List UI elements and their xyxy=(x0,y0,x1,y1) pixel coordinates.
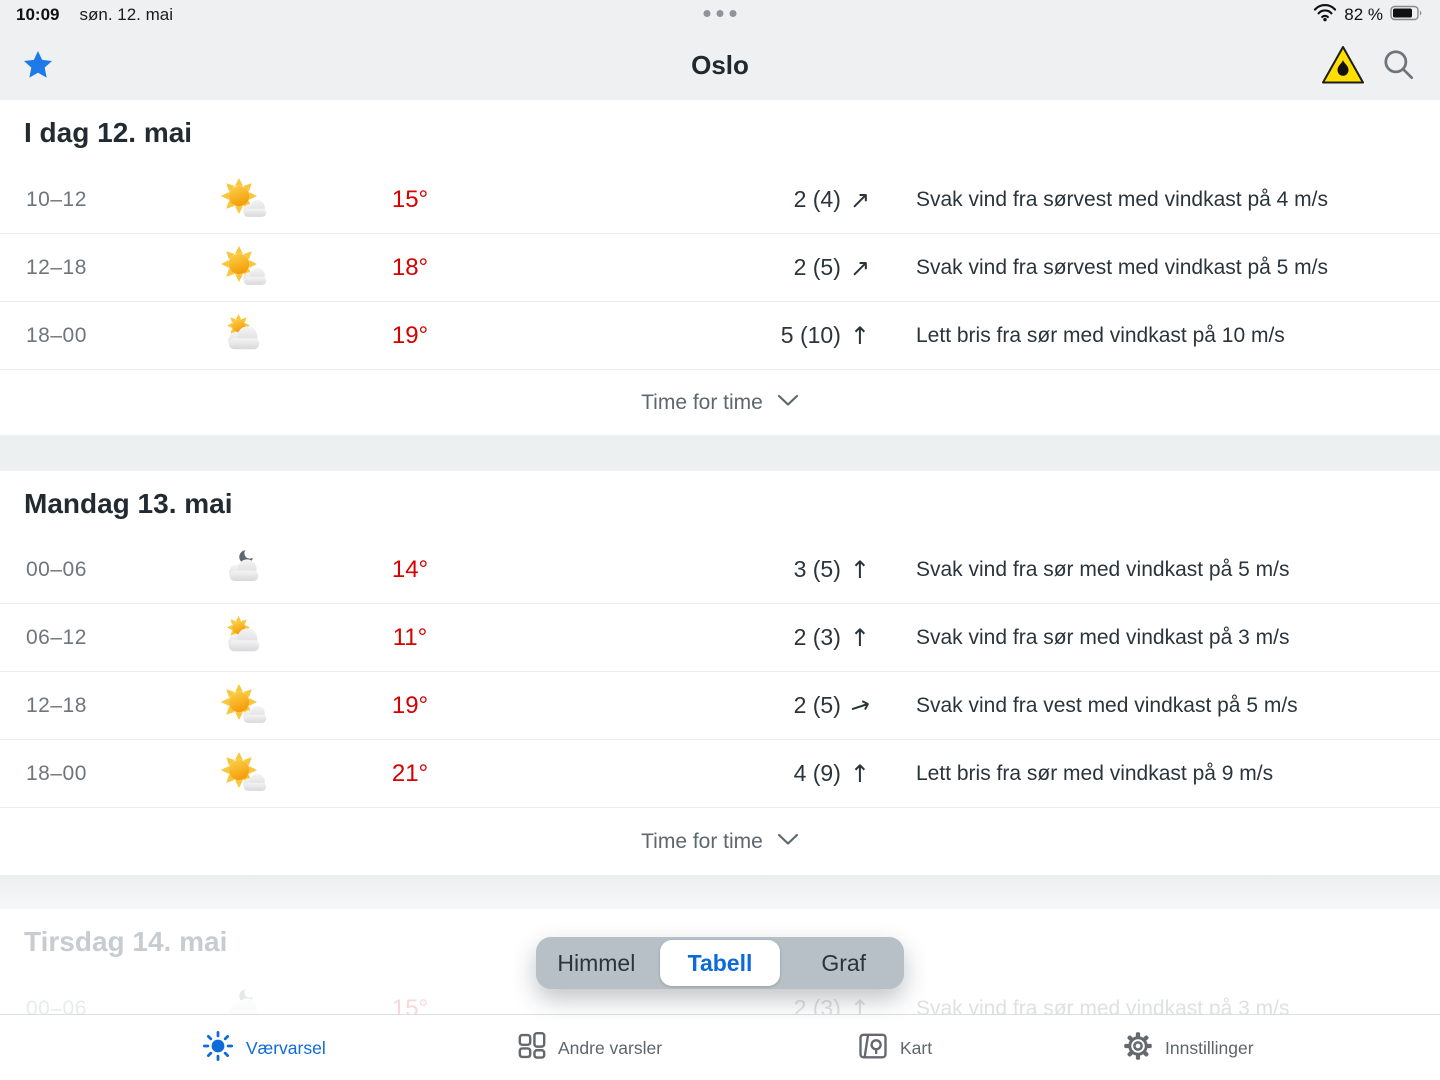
time-range: 10–12 xyxy=(26,187,87,211)
forecast-row[interactable]: 00–06 14° 3 (5) ↑ Svak vind fra sør med v… xyxy=(0,536,1440,604)
forecast-row[interactable]: 12–18 18° 2 (5) ↗ Svak vind fra sørvest m… xyxy=(0,234,1440,302)
view-switcher: Himmel Tabell Graf xyxy=(536,937,904,989)
forecast-section-today: I dag 12. mai 10–12 15° 2 (4) ↗ Svak vind… xyxy=(0,100,1440,435)
wind-description: Svak vind fra sør med vindkast på 5 m/s xyxy=(916,557,1290,581)
favorite-star-icon[interactable] xyxy=(22,49,54,81)
wifi-icon xyxy=(1313,3,1337,27)
tab-bar: Værvarsel Andre varsler xyxy=(0,1014,1440,1080)
search-icon[interactable] xyxy=(1380,46,1418,84)
time-range: 18–00 xyxy=(26,761,87,785)
tab-kart[interactable]: Kart xyxy=(858,1015,932,1080)
battery-percent: 82 % xyxy=(1344,5,1383,24)
wind-direction-arrow: ↑ xyxy=(849,555,870,584)
time-range: 18–00 xyxy=(26,323,87,347)
status-bar: 10:09 søn. 12. mai 82 % xyxy=(0,0,1440,30)
wind-description: Svak vind fra vest med vindkast på 5 m/s xyxy=(916,693,1298,717)
gear-icon xyxy=(1123,1031,1153,1066)
tab-tabell[interactable]: Tabell xyxy=(659,940,781,986)
chevron-down-icon xyxy=(777,394,799,412)
time-range: 12–18 xyxy=(26,255,87,279)
temperature: 15° xyxy=(391,185,429,213)
wind-direction-arrow: ↗ xyxy=(849,253,870,282)
clock: 10:09 xyxy=(16,5,60,24)
weather-icon-fair-day xyxy=(218,751,272,796)
forecast-row[interactable]: 18–00 21° 4 (9) ↑ Lett bris fra sør med v… xyxy=(0,740,1440,808)
section-title: Tirsdag 14. mai xyxy=(24,926,228,957)
wind-direction-arrow: ↗ xyxy=(849,185,870,214)
weather-icon-fair-day xyxy=(218,177,272,222)
temperature: 14° xyxy=(391,555,429,583)
wind-description: Svak vind fra sørvest med vindkast på 4 … xyxy=(916,187,1328,211)
wind-direction-arrow: ↑ xyxy=(849,623,870,652)
temperature: 19° xyxy=(391,691,429,719)
multitasking-dots-icon[interactable] xyxy=(703,10,737,17)
weather-icon-fair-day xyxy=(218,683,272,728)
wind-direction-arrow: ↑ xyxy=(849,321,870,350)
fire-warning-icon[interactable] xyxy=(1320,44,1366,86)
section-divider xyxy=(0,435,1440,471)
wind-speed: 4 (9) ↑ xyxy=(793,759,870,788)
wind-speed: 2 (4) ↗ xyxy=(793,185,870,214)
temperature: 21° xyxy=(391,759,429,787)
tab-himmel[interactable]: Himmel xyxy=(557,949,636,976)
forecast-row[interactable]: 18–00 19° 5 (10) ↑ Lett bris fra sør med … xyxy=(0,302,1440,370)
wind-description: Lett bris fra sør med vindkast på 10 m/s xyxy=(916,323,1285,347)
forecast-row[interactable]: 06–12 11° 2 (3) ↑ Svak vind fra sør med v… xyxy=(0,604,1440,672)
wind-direction-arrow: ↑ xyxy=(849,759,870,788)
hour-by-hour-expander[interactable]: Time for time xyxy=(0,808,1440,875)
tab-graf[interactable]: Graf xyxy=(821,949,867,976)
weather-icon-fair-day xyxy=(218,245,272,290)
forecast-row[interactable]: 12–18 19° 2 (5) → Svak vind fra vest med … xyxy=(0,672,1440,740)
wind-description: Svak vind fra sør med vindkast på 3 m/s xyxy=(916,625,1290,649)
wind-speed: 2 (5) → xyxy=(793,689,874,722)
tab-andre-varsler[interactable]: Andre varsler xyxy=(518,1015,662,1080)
wind-speed: 3 (5) ↑ xyxy=(793,555,870,584)
hour-by-hour-expander[interactable]: Time for time xyxy=(0,370,1440,435)
sun-icon xyxy=(202,1030,234,1067)
weather-icon-partlycloudy-day xyxy=(218,313,272,358)
tab-vaervarsel[interactable]: Værvarsel xyxy=(202,1015,326,1080)
time-range: 06–12 xyxy=(26,625,87,649)
battery-icon xyxy=(1390,5,1424,26)
wind-speed: 2 (5) ↗ xyxy=(793,253,870,282)
map-icon xyxy=(858,1031,888,1066)
time-range: 12–18 xyxy=(26,693,87,717)
time-range: 00–06 xyxy=(26,996,87,1020)
chevron-down-icon xyxy=(777,833,799,851)
time-range: 00–06 xyxy=(26,557,87,581)
wind-speed: 2 (3) ↑ xyxy=(793,623,870,652)
status-date: søn. 12. mai xyxy=(79,5,174,24)
tab-innstillinger[interactable]: Innstillinger xyxy=(1123,1015,1254,1080)
wind-description: Lett bris fra sør med vindkast på 9 m/s xyxy=(916,761,1274,785)
wind-speed: 5 (10) ↑ xyxy=(780,321,870,350)
section-title: I dag 12. mai xyxy=(24,117,193,148)
forecast-section-monday: Mandag 13. mai 00–06 14° 3 (5) ↑ Svak vin… xyxy=(0,471,1440,875)
weather-icon-partlycloudy-night xyxy=(218,548,272,592)
wind-description: Svak vind fra sørvest med vindkast på 5 … xyxy=(916,255,1328,279)
page-title: Oslo xyxy=(691,49,749,80)
weather-icon-partlycloudy-day xyxy=(218,615,272,660)
forecast-row[interactable]: 10–12 15° 2 (4) ↗ Svak vind fra sørvest m… xyxy=(0,166,1440,234)
wind-description: Svak vind fra sør med vindkast på 3 m/s xyxy=(916,996,1290,1020)
section-title: Mandag 13. mai xyxy=(24,487,233,519)
temperature: 19° xyxy=(391,321,429,349)
section-divider xyxy=(0,875,1440,909)
grid-icon xyxy=(518,1031,546,1065)
temperature: 18° xyxy=(391,253,429,281)
temperature: 11° xyxy=(392,623,428,651)
app-header: Oslo xyxy=(0,30,1440,100)
